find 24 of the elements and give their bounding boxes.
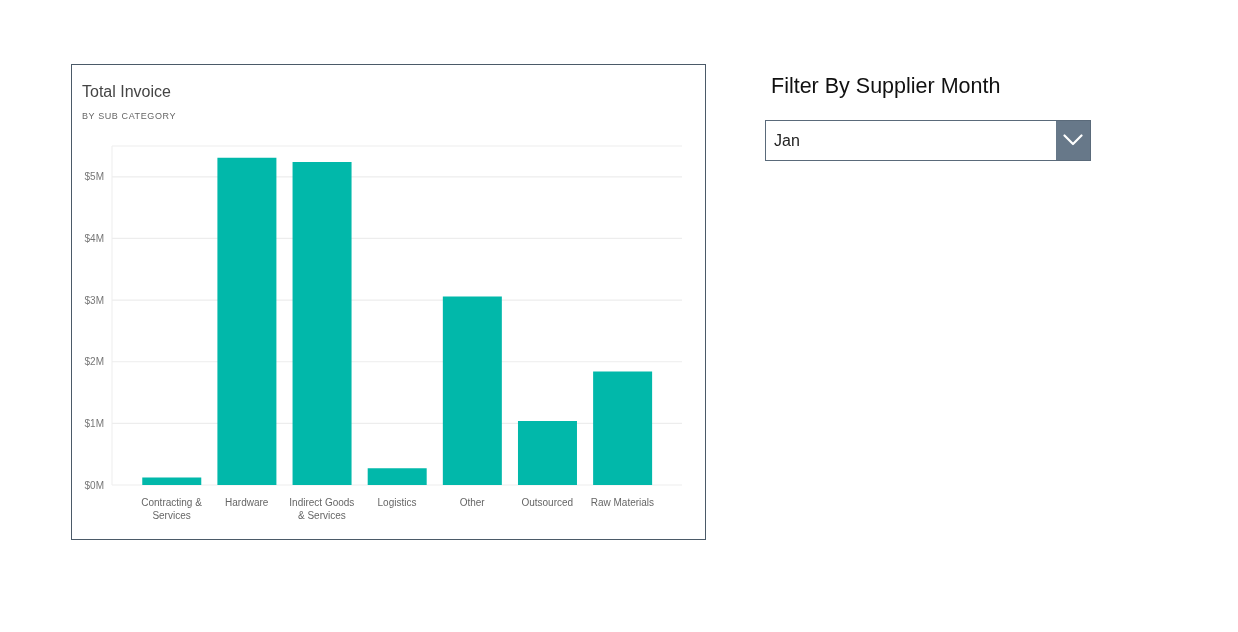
- x-tick-label: Outsourced: [521, 497, 574, 508]
- bar: [292, 162, 352, 485]
- y-tick-label: $1M: [84, 417, 104, 429]
- bar: [142, 477, 202, 485]
- y-tick-label: $0M: [84, 479, 104, 491]
- bar: [517, 420, 577, 485]
- x-tick-label: Contracting & Services: [141, 497, 203, 521]
- y-tick-label: $2M: [84, 356, 104, 368]
- y-tick-label: $5M: [84, 171, 104, 183]
- bar: [217, 157, 277, 485]
- x-tick-label: Other: [459, 497, 486, 508]
- x-tick-label: Raw Materials: [590, 497, 655, 508]
- text: Filter By Supplier Month: [771, 73, 1001, 100]
- x-tick-label: Indirect Goods & Services: [289, 497, 355, 521]
- y-tick-label: $4M: [84, 233, 104, 244]
- x-tick-label: Hardware: [225, 497, 269, 508]
- x-tick-label: Logistics: [377, 497, 417, 508]
- chart-subtitle: BY SUB CATEGORY: [82, 111, 177, 121]
- bar: [593, 371, 653, 485]
- chart-title: Total Invoice: [82, 83, 171, 101]
- dropdown-field: Jan: [765, 120, 1091, 161]
- y-tick-label: $3M: [84, 294, 104, 306]
- bar: [367, 468, 427, 485]
- bar: [442, 296, 502, 485]
